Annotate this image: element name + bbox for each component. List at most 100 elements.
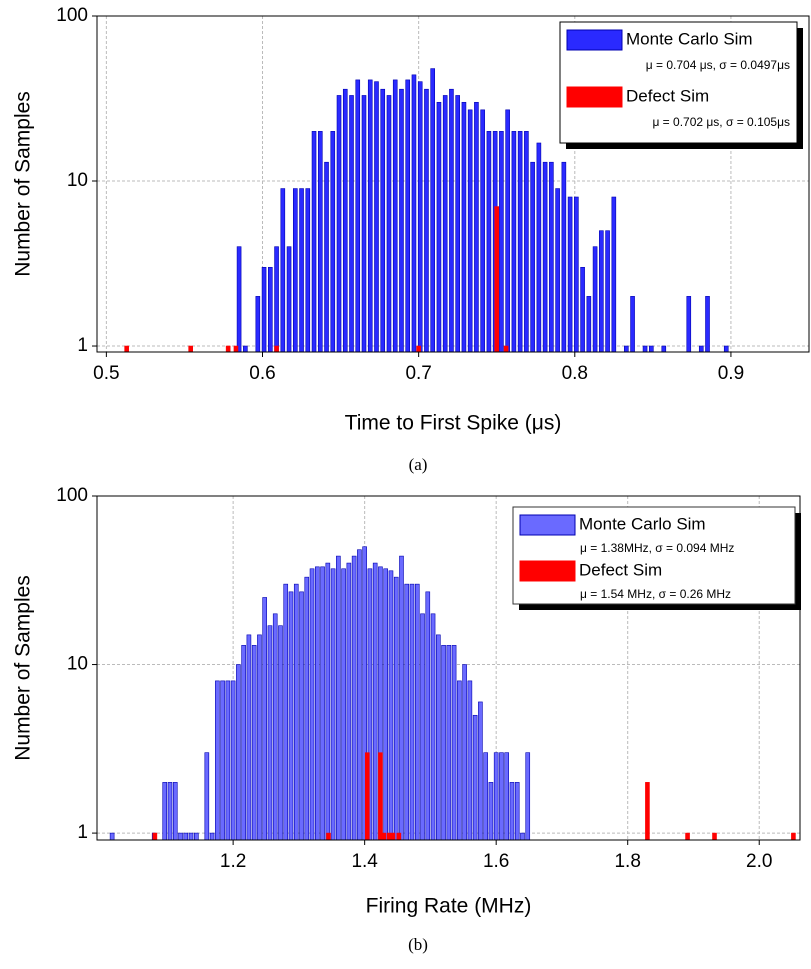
- plot-frame: [96, 15, 810, 353]
- legend-stats: μ = 1.38MHz, σ = 0.094 MHz: [580, 541, 734, 555]
- bar: [167, 782, 173, 841]
- bar: [272, 613, 278, 841]
- bar: [324, 161, 329, 353]
- bar: [374, 81, 379, 353]
- bar: [414, 583, 420, 841]
- bar: [536, 142, 542, 353]
- bar: [399, 88, 404, 353]
- bar: [330, 131, 336, 353]
- bar: [505, 109, 510, 353]
- bar: [299, 188, 304, 353]
- bar: [286, 246, 292, 353]
- x-tick-label: 0.5: [93, 363, 119, 384]
- bar: [486, 131, 492, 353]
- bar: [361, 95, 367, 353]
- bar: [494, 206, 500, 353]
- bar: [791, 832, 796, 841]
- bar: [305, 188, 311, 353]
- bar: [381, 832, 387, 841]
- bar: [605, 230, 610, 353]
- bar: [311, 131, 317, 353]
- bar: [511, 131, 517, 353]
- bar: [292, 188, 298, 353]
- bar: [390, 832, 396, 841]
- bar: [462, 664, 467, 841]
- bar: [599, 230, 604, 353]
- bar: [712, 832, 717, 841]
- bar: [278, 625, 283, 841]
- caption: (b): [408, 935, 428, 954]
- bar: [549, 161, 554, 353]
- bar: [236, 246, 242, 353]
- bar: [530, 161, 535, 353]
- bar: [467, 680, 473, 841]
- bar: [336, 555, 341, 841]
- bar: [380, 88, 386, 353]
- chart: 1 10 100 0.5 0.6 0.7 0.8 0.9 Time to First Spike…: [12, 5, 810, 474]
- bar: [178, 832, 183, 841]
- bar: [349, 95, 354, 353]
- y-tick-label: 100: [56, 485, 88, 506]
- bar: [367, 79, 373, 353]
- bar: [236, 664, 241, 841]
- bar: [430, 613, 436, 841]
- y-tick-label: 10: [67, 654, 88, 675]
- y-axis-label: Number of Samples: [12, 91, 35, 277]
- bar: [320, 566, 325, 841]
- bar: [705, 296, 710, 353]
- bar: [580, 266, 585, 353]
- bar: [188, 345, 193, 353]
- bar: [246, 634, 252, 841]
- chart: 1 10 100 1.2 1.4 1.6 1.8 2.0 Firing Rate (MHz) Nu…: [12, 485, 801, 954]
- bar: [262, 597, 267, 841]
- bar: [499, 752, 504, 841]
- bar: [299, 591, 304, 841]
- bar: [225, 345, 231, 353]
- bar: [442, 95, 448, 353]
- bar: [204, 752, 210, 841]
- bar: [241, 645, 246, 841]
- bar: [499, 131, 504, 353]
- bar: [645, 782, 650, 841]
- bar: [624, 345, 629, 353]
- caption: (a): [409, 455, 428, 474]
- bar: [430, 68, 436, 353]
- y-axis-label: Number of Samples: [12, 575, 35, 761]
- bar: [288, 591, 294, 841]
- x-tick-label: 2.0: [746, 851, 772, 872]
- bar: [480, 109, 485, 353]
- legend-label: Defect Sim: [626, 86, 709, 105]
- bar: [336, 95, 342, 353]
- bar: [493, 752, 499, 841]
- bar: [574, 196, 579, 353]
- bar: [293, 583, 299, 841]
- bar: [555, 188, 560, 353]
- bar: [267, 625, 273, 841]
- bar: [225, 680, 231, 841]
- bar: [409, 583, 415, 841]
- bar: [188, 832, 194, 841]
- bar: [257, 634, 262, 841]
- bar: [478, 701, 483, 841]
- bar: [642, 345, 648, 353]
- bar: [215, 680, 220, 841]
- x-tick-label: 0.7: [405, 363, 431, 384]
- bar: [109, 832, 115, 841]
- legend-stats: μ = 0.702 μs, σ = 0.105μs: [652, 115, 790, 129]
- x-tick-label: 1.6: [483, 851, 509, 872]
- x-tick-label: 1.8: [614, 851, 640, 872]
- bar: [542, 161, 548, 353]
- legend-label: Defect Sim: [579, 560, 662, 579]
- bar: [648, 345, 654, 353]
- bar: [274, 345, 279, 353]
- legend-stats: μ = 1.54 MHz, σ = 0.26 MHz: [580, 587, 731, 601]
- bar: [309, 568, 315, 841]
- bar: [152, 832, 158, 841]
- bar: [561, 161, 567, 353]
- bar: [326, 832, 331, 841]
- bar: [611, 196, 617, 353]
- bar: [357, 549, 362, 841]
- bar: [420, 613, 425, 841]
- bar: [255, 296, 261, 353]
